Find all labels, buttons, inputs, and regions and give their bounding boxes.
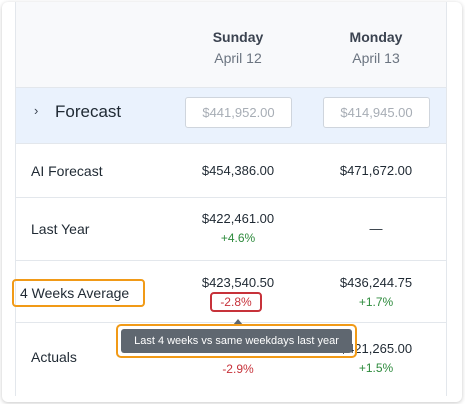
value-cell: $423,540.50 [178,275,298,290]
date-header-row: Sunday April 12 Monday April 13 [16,2,446,88]
pct-change: +4.6% [220,231,256,245]
pct-change: +1.7% [358,295,394,309]
value-cell: $422,461.00 +4.6% [178,211,298,245]
row-label: AI Forecast [31,163,103,179]
day-header-sunday: Sunday April 12 [178,29,298,66]
chevron-right-icon[interactable]: › [34,103,39,118]
forecast-input-sunday[interactable]: $441,952.00 [185,97,292,128]
value: $471,672.00 [339,163,413,178]
day-name: Sunday [212,29,264,45]
day-date: April 12 [214,50,262,66]
value: $423,540.50 [201,275,275,290]
tooltip: Last 4 weeks vs same weekdays last year [121,329,352,353]
day-date: April 13 [352,50,400,66]
pct-change-badge[interactable]: -2.8% [210,292,262,312]
ai-forecast-row: AI Forecast $454,386.00 $471,672.00 [16,144,446,198]
row-label: Actuals [31,349,77,365]
value: — [369,221,383,236]
forecast-table: Sunday April 12 Monday April 13 › Foreca… [2,2,462,402]
value-cell: — [316,221,436,236]
tooltip-highlight: Last 4 weeks vs same weekdays last year [116,324,357,358]
tooltip-arrow [233,319,243,325]
four-weeks-average-label[interactable]: 4 Weeks Average [12,279,145,307]
right-border [446,2,447,396]
day-header-monday: Monday April 13 [316,29,436,66]
value-cell: $436,244.75 +1.7% [316,275,436,309]
left-border [15,2,16,396]
day-name: Monday [349,29,403,45]
last-year-row: Last Year $422,461.00 +4.6% — [16,198,446,261]
value-cell: $421,265.00 +1.5% [316,341,436,375]
value: $454,386.00 [201,163,275,178]
value-cell: $454,386.00 [178,163,298,178]
value: $436,244.75 [339,275,413,290]
value-cell: $471,672.00 [316,163,436,178]
value: $422,461.00 [201,211,275,226]
row-label: Last Year [31,221,90,237]
value-cell: -2.9% [178,341,298,376]
pct-change: +1.5% [358,361,394,375]
actuals-row: Actuals -2.9% $421,265.00 +1.5% [16,323,446,396]
pct-change: -2.9% [222,362,254,376]
forecast-label: Forecast [55,102,122,121]
four-weeks-average-row: $423,540.50 $436,244.75 +1.7% [16,261,446,323]
value: $421,265.00 [339,341,413,356]
forecast-row[interactable]: › Forecast $441,952.00 $414,945.00 [16,88,446,144]
forecast-input-monday[interactable]: $414,945.00 [323,97,430,128]
